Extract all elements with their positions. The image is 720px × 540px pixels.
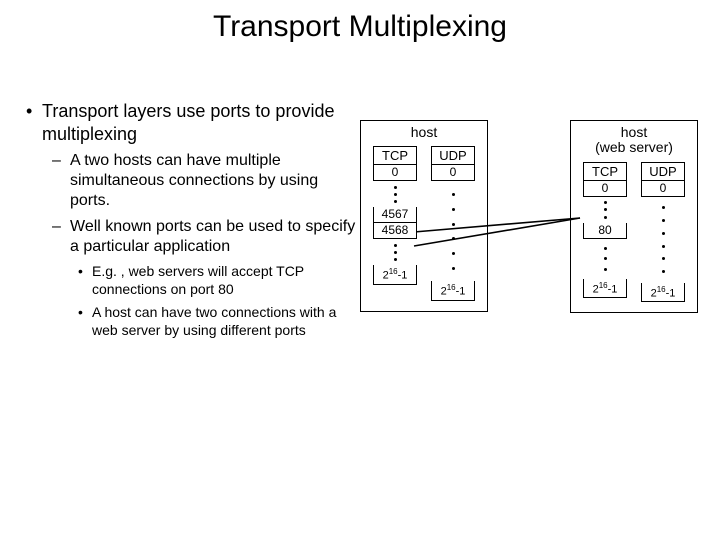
host-right-protocol-row: TCP 0 80 216-1 UDP 0 bbox=[571, 158, 697, 313]
tcp-header: TCP bbox=[373, 146, 417, 165]
dots-icon bbox=[373, 181, 417, 207]
host-right-udp-col: UDP 0 216-1 bbox=[641, 162, 685, 303]
tcp-header: TCP bbox=[583, 162, 627, 181]
tcp-port-80: 80 bbox=[583, 223, 627, 239]
tcp-port-last: 216-1 bbox=[373, 265, 417, 285]
tcp-port-0: 0 bbox=[373, 165, 417, 181]
slide: Transport Multiplexing Transport layers … bbox=[0, 0, 720, 540]
udp-header: UDP bbox=[431, 146, 475, 165]
host-left-udp-col: UDP 0 216-1 bbox=[431, 146, 475, 301]
host-right-tcp-col: TCP 0 80 216-1 bbox=[583, 162, 627, 303]
host-left: host TCP 0 4567 4568 216-1 bbox=[360, 120, 488, 312]
page-title: Transport Multiplexing bbox=[0, 10, 720, 44]
udp-port-0: 0 bbox=[431, 165, 475, 181]
tcp-port-last: 216-1 bbox=[583, 279, 627, 299]
udp-header: UDP bbox=[641, 162, 685, 181]
bullet-l3-b: A host can have two connections with a w… bbox=[78, 304, 356, 339]
tcp-port-0: 0 bbox=[583, 181, 627, 197]
udp-port-last: 216-1 bbox=[431, 281, 475, 301]
dots-icon bbox=[373, 239, 417, 265]
host-right: host (web server) TCP 0 80 216-1 bbox=[570, 120, 698, 313]
dots-icon bbox=[583, 239, 627, 279]
tcp-port-4568: 4568 bbox=[373, 223, 417, 239]
udp-port-last: 216-1 bbox=[641, 283, 685, 303]
dots-icon bbox=[583, 197, 627, 223]
bullet-l3-a: E.g. , web servers will accept TCP conne… bbox=[78, 263, 356, 298]
host-right-label: host (web server) bbox=[571, 121, 697, 158]
dots-icon bbox=[641, 197, 685, 283]
bullet-l2-a: A two hosts can have multiple simultaneo… bbox=[52, 151, 356, 211]
host-left-label: host bbox=[361, 121, 487, 142]
bullet-l2-b: Well known ports can be used to specify … bbox=[52, 217, 356, 257]
host-left-protocol-row: TCP 0 4567 4568 216-1 UDP 0 bbox=[361, 142, 487, 311]
diagram: host TCP 0 4567 4568 216-1 bbox=[360, 120, 710, 380]
dots-icon bbox=[431, 181, 475, 281]
udp-port-0: 0 bbox=[641, 181, 685, 197]
tcp-port-4567: 4567 bbox=[373, 207, 417, 223]
bullet-list: Transport layers use ports to provide mu… bbox=[26, 100, 356, 339]
host-left-tcp-col: TCP 0 4567 4568 216-1 bbox=[373, 146, 417, 301]
bullet-l1: Transport layers use ports to provide mu… bbox=[26, 100, 356, 145]
